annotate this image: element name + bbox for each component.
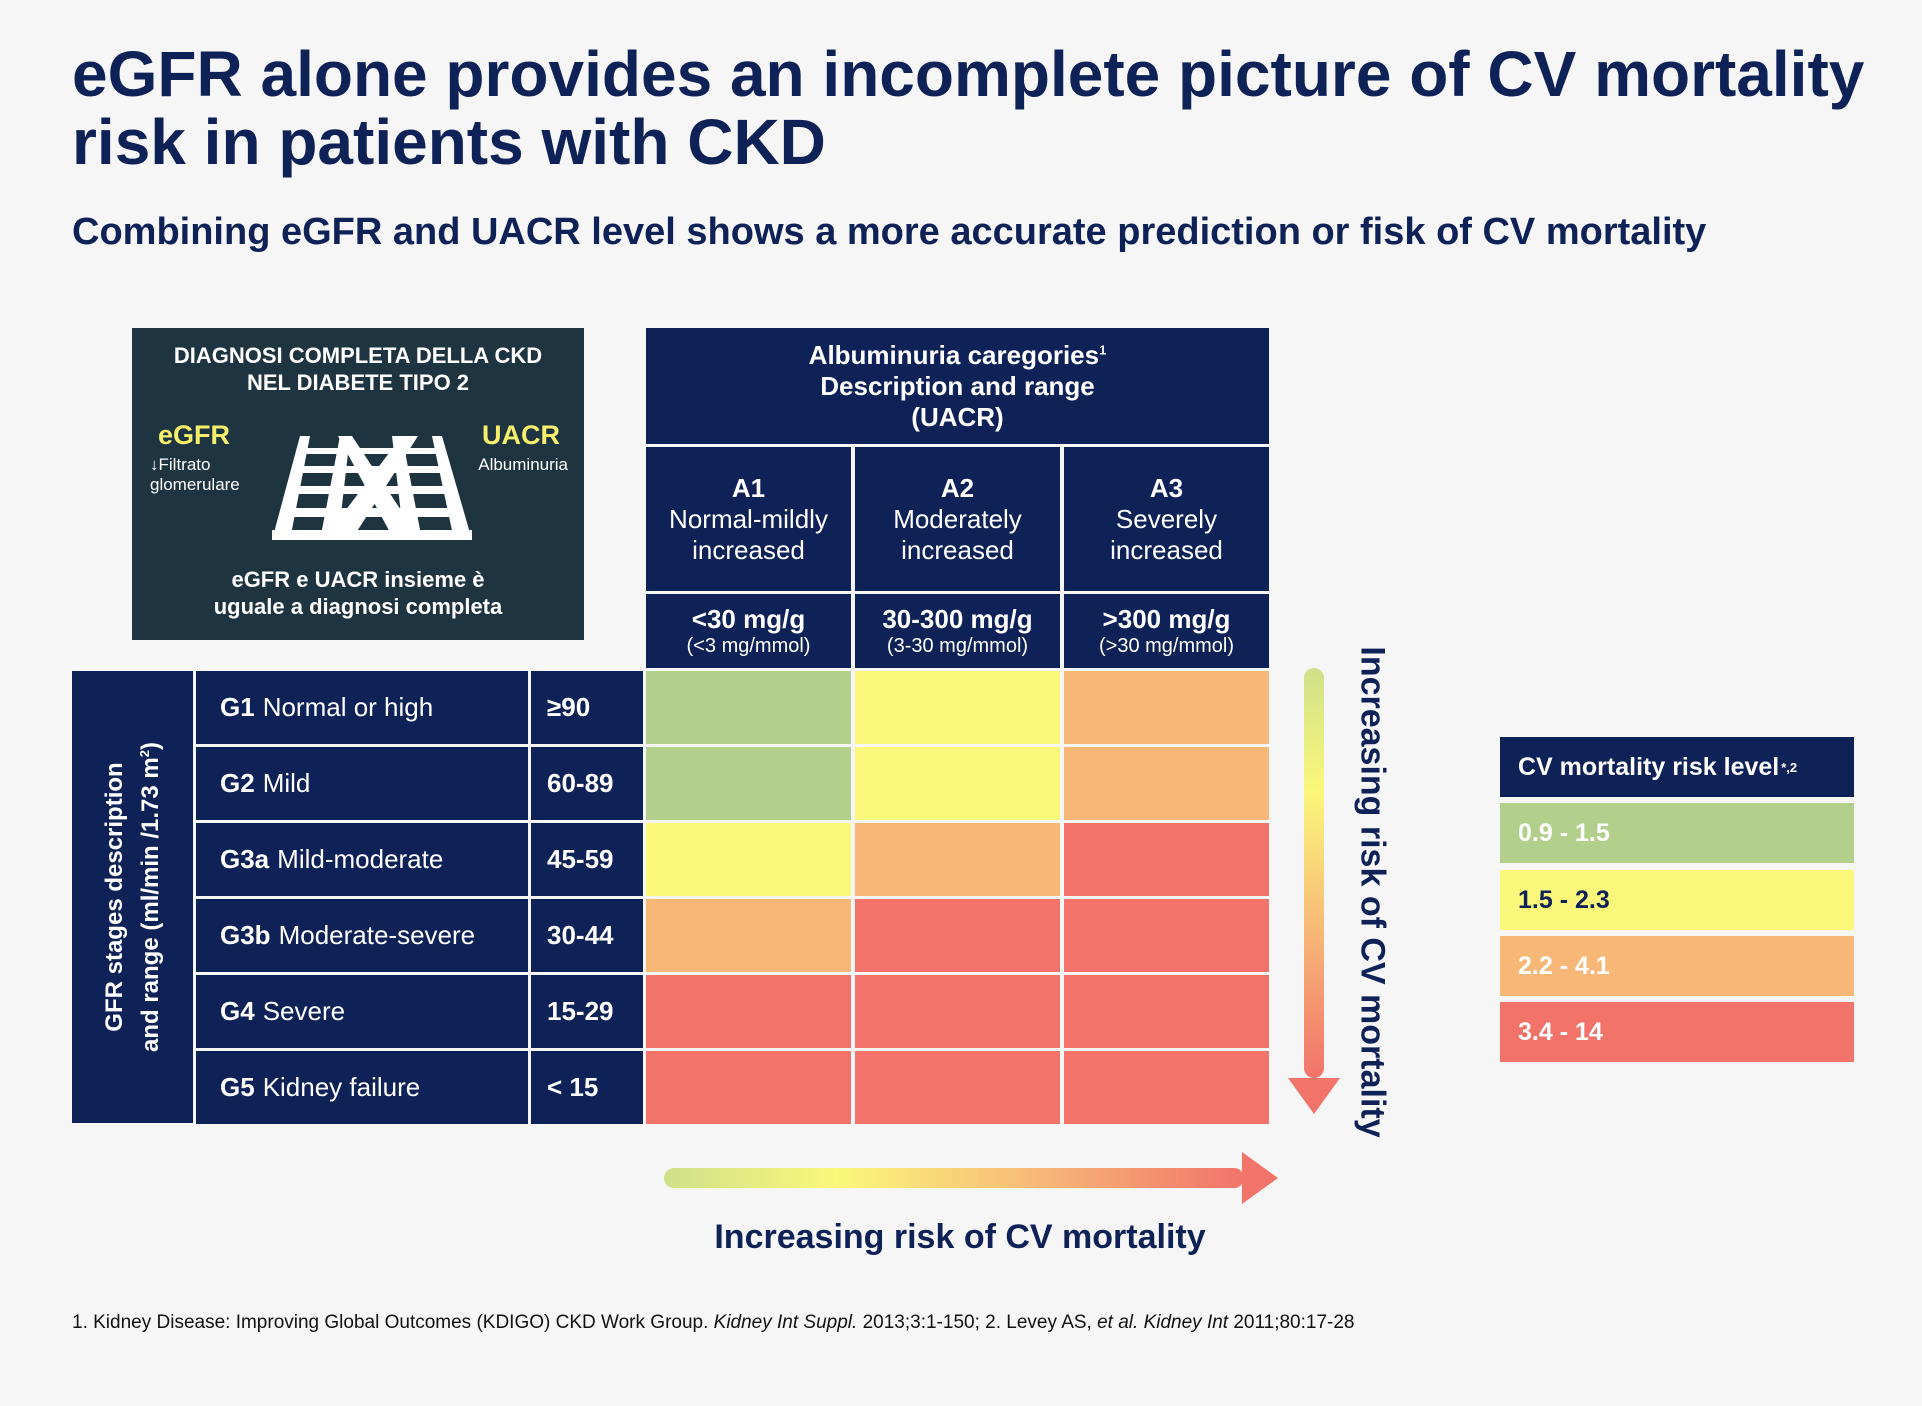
- stage-g3b: G3b Moderate-severe: [196, 899, 528, 972]
- stage-g4-range: 15-29: [531, 975, 643, 1048]
- egfr-sublabel: ↓Filtrato glomerulare: [150, 455, 240, 494]
- railway-tracks-icon: [272, 436, 472, 540]
- heat-cell-g5-a3: [1064, 1051, 1269, 1124]
- legend-item-level-2: 1.5 - 2.3: [1500, 870, 1854, 930]
- stage-g1-range: ≥90: [531, 671, 643, 744]
- heat-cell-g4-a2: [855, 975, 1060, 1048]
- heat-cell-g4-a1: [646, 975, 851, 1048]
- category-a2: A2 Moderately increased: [855, 447, 1060, 591]
- vertical-risk-arrow: [1288, 668, 1340, 1114]
- stage-g1: G1 Normal or high: [196, 671, 528, 744]
- diagnosis-title: DIAGNOSI COMPLETA DELLA CKD NEL DIABETE …: [173, 343, 543, 395]
- category-a3: A3 Severely increased: [1064, 447, 1269, 591]
- legend-title: CV mortality risk level *,2: [1500, 737, 1854, 797]
- heat-cell-g3a-a2: [855, 823, 1060, 896]
- heat-cell-g2-a1: [646, 747, 851, 820]
- uacr-sublabel: Albuminuria: [478, 455, 568, 474]
- albuminuria-header: Albuminuria caregories1 Description and …: [646, 328, 1269, 444]
- heat-cell-g5-a1: [646, 1051, 851, 1124]
- stage-g2: G2 Mild: [196, 747, 528, 820]
- heat-cell-g2-a3: [1064, 747, 1269, 820]
- heat-cell-g3b-a2: [855, 899, 1060, 972]
- category-a2-range: 30-300 mg/g (3-30 mg/mmol): [855, 594, 1060, 668]
- page-subtitle: Combining eGFR and UACR level shows a mo…: [72, 211, 1707, 253]
- heat-cell-g1-a1: [646, 671, 851, 744]
- stage-g2-range: 60-89: [531, 747, 643, 820]
- legend-item-level-4: 3.4 - 14: [1500, 1002, 1854, 1062]
- footnote: 1. Kidney Disease: Improving Global Outc…: [72, 1312, 1355, 1333]
- horizontal-arrow-label: Increasing risk of CV mortality: [714, 1218, 1206, 1256]
- page-title: eGFR alone provides an incomplete pictur…: [72, 38, 1865, 178]
- gfr-side-label: GFR stages description and range (ml/min…: [72, 671, 193, 1123]
- stage-g4: G4 Severe: [196, 975, 528, 1048]
- legend-item-level-1: 0.9 - 1.5: [1500, 803, 1854, 863]
- heat-cell-g1-a2: [855, 671, 1060, 744]
- legend-item-level-3: 2.2 - 4.1: [1500, 936, 1854, 996]
- stage-g3a: G3a Mild-moderate: [196, 823, 528, 896]
- heat-cell-g3b-a3: [1064, 899, 1269, 972]
- heat-cell-g1-a3: [1064, 671, 1269, 744]
- heat-cell-g4-a3: [1064, 975, 1269, 1048]
- stage-g5-range: < 15: [531, 1051, 643, 1124]
- category-a1-range: <30 mg/g (<3 mg/mmol): [646, 594, 851, 668]
- heat-cell-g5-a2: [855, 1051, 1060, 1124]
- heat-cell-g2-a2: [855, 747, 1060, 820]
- stage-g5: G5 Kidney failure: [196, 1051, 528, 1124]
- heat-cell-g3a-a3: [1064, 823, 1269, 896]
- heat-cell-g3b-a1: [646, 899, 851, 972]
- diagnosis-box: DIAGNOSI COMPLETA DELLA CKD NEL DIABETE …: [132, 328, 584, 640]
- egfr-label: eGFR: [158, 420, 231, 450]
- horizontal-risk-arrow: [664, 1152, 1278, 1204]
- vertical-arrow-label: Increasing risk of CV mortality: [1353, 646, 1392, 1138]
- category-a1: A1 Normal-mildly increased: [646, 447, 851, 591]
- stage-g3a-range: 45-59: [531, 823, 643, 896]
- heat-cell-g3a-a1: [646, 823, 851, 896]
- category-a3-range: >300 mg/g (>30 mg/mmol): [1064, 594, 1269, 668]
- stage-g3b-range: 30-44: [531, 899, 643, 972]
- uacr-label: UACR: [482, 420, 560, 450]
- diagnosis-footer: eGFR e UACR insieme è uguale a diagnosi …: [213, 567, 503, 619]
